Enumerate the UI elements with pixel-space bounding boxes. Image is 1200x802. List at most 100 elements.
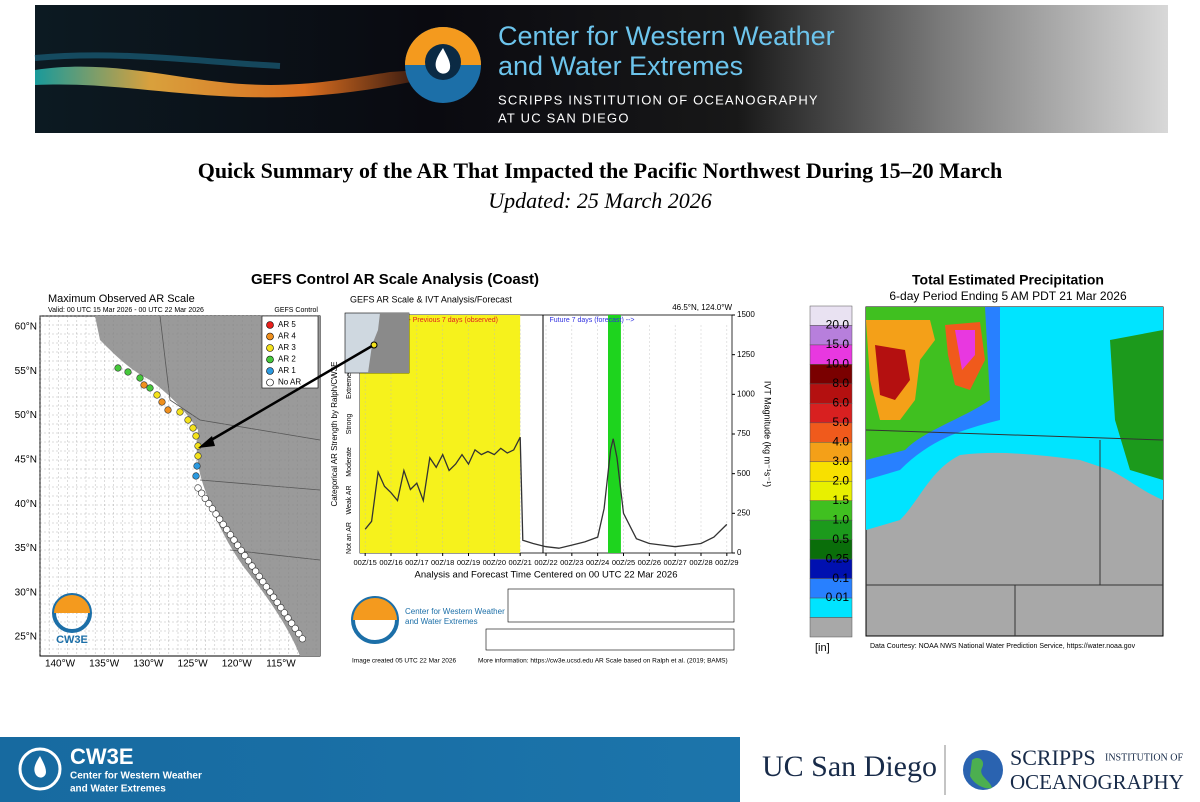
map-legend-label: No AR [278, 378, 301, 387]
ts-logo-2: and Water Extremes [405, 617, 478, 626]
coast-dot [124, 368, 132, 376]
y2-tick-label: 0 [737, 548, 742, 557]
observed-label: <-- Previous 7 days (observed) [402, 317, 498, 324]
lat-label: 45°N [15, 455, 37, 466]
coast-dot [212, 510, 220, 518]
arrow-line [205, 344, 373, 445]
coast-dot [230, 536, 238, 544]
inset-point [370, 341, 378, 349]
coast-dot [136, 374, 144, 382]
footer-scripps: SCRIPPS [1010, 745, 1096, 770]
coast-dot [291, 624, 299, 633]
banner [35, 5, 1168, 133]
coast-dot [146, 384, 154, 392]
coast-dot [255, 572, 263, 581]
banner-org-1: Center for Western Weather [498, 21, 835, 51]
ts-title: GEFS AR Scale & IVT Analysis/Forecast [350, 294, 512, 304]
map-badge: CW3E [56, 634, 88, 646]
colorbar-label: 0.1 [832, 571, 849, 585]
lon-label: 115°W [266, 659, 296, 670]
lon-label: 130°W [133, 659, 164, 670]
x-axis-label: Analysis and Forecast Time Centered on 0… [415, 570, 678, 581]
x-tick-label: 00Z/27 [663, 558, 686, 567]
map-legend-label: AR 4 [278, 332, 296, 341]
coast-dot [277, 603, 285, 612]
colorbar-unit: [in] [815, 642, 830, 654]
precip-borders [865, 429, 1164, 636]
y-category-label: Moderate [346, 447, 353, 477]
colorbar-box [809, 617, 853, 638]
x-tick-label: 00Z/18 [431, 558, 454, 567]
y-category-label: Not an AR [346, 522, 353, 554]
coast-dot [244, 557, 252, 565]
footer-globe-land [970, 757, 992, 789]
precip-title: Total Estimated Precipitation [912, 272, 1104, 288]
ts-created: Image created 05 UTC 22 Mar 2026 [352, 658, 456, 665]
map-borders [159, 315, 321, 561]
coast-dot [280, 609, 289, 617]
coast-dot [288, 619, 296, 627]
lat-label: 30°N [15, 587, 37, 598]
x-tick-label: 00Z/23 [560, 558, 583, 567]
coast-dot [176, 408, 184, 416]
coast-dot [140, 381, 148, 389]
x-tick-label: 00Z/16 [379, 558, 402, 567]
coast-dot [192, 432, 200, 440]
lon-label: 120°W [222, 659, 253, 670]
lon-label: 140°W [45, 659, 76, 670]
slide-title: Quick Summary of the AR That Impacted th… [198, 158, 1003, 183]
coast-dot [226, 531, 234, 539]
coast-dot [198, 489, 206, 497]
y-axis-label: Categorical AR Strength by Ralph/CW3E [330, 362, 339, 507]
arrow-head [198, 436, 215, 448]
coast-dot [189, 424, 197, 432]
precip-rockies [1110, 330, 1163, 480]
map-legend-swatch [266, 344, 274, 352]
coast-dot [252, 567, 260, 575]
coast-dot [192, 472, 200, 480]
y2-tick-label: 750 [737, 429, 751, 438]
coast-dot [295, 629, 303, 638]
ts-logo-top [353, 598, 397, 620]
coast-dot [193, 462, 201, 470]
control-line [364, 436, 728, 549]
coast-dot [208, 505, 216, 513]
coast-dot [114, 364, 122, 372]
map-title: Maximum Observed AR Scale [48, 293, 195, 305]
ar-panel-title: GEFS Control AR Scale Analysis (Coast) [251, 271, 539, 288]
footer-org-2: and Water Extremes [70, 784, 166, 795]
x-tick-label: 00Z/21 [508, 558, 531, 567]
precip-credit: Data Courtesy: NOAA NWS National Water P… [870, 643, 1136, 650]
y2-tick-label: 250 [737, 508, 751, 517]
footer-logo [18, 747, 62, 791]
footer-scripps-small: INSTITUTION OF [1105, 752, 1183, 763]
lat-label: 50°N [15, 410, 37, 421]
coast-dot [259, 577, 267, 586]
lon-label: 125°W [178, 659, 209, 670]
coast-dot [234, 541, 242, 549]
colorbar-label: 5.0 [832, 415, 849, 429]
map-legend-swatch [266, 332, 274, 341]
y2-tick-label: 1250 [737, 350, 755, 359]
footer-org-1: Center for Western Weather [70, 771, 202, 782]
coast-dot [216, 515, 224, 523]
footer-logo-drop [34, 756, 46, 778]
lat-label: 35°N [15, 543, 37, 554]
colorbar-label: 15.0 [826, 337, 850, 351]
map-legend-label: AR 5 [278, 320, 296, 329]
coast-dot [158, 398, 166, 406]
coast-dot [266, 588, 274, 596]
map-legend-swatch [266, 355, 274, 364]
precip-subtitle: 6-day Period Ending 5 AM PDT 21 Mar 2026 [889, 289, 1127, 303]
colorbar-label: 0.5 [832, 532, 849, 546]
x-tick-label: 00Z/26 [638, 558, 661, 567]
banner-inst-2: AT UC SAN DIEGO [498, 110, 630, 125]
y2-tick-label: 1500 [737, 310, 755, 319]
y-category-label: Extreme [346, 373, 353, 399]
slide-subtitle: Updated: 25 March 2026 [488, 188, 711, 213]
coast-dot [237, 546, 245, 555]
colorbar-label: 1.0 [832, 512, 849, 526]
forecast-ar-shade [608, 315, 621, 553]
x-tick-label: 00Z/20 [483, 558, 506, 567]
map-valid: Valid: 00 UTC 15 Mar 2026 - 00 UTC 22 Ma… [48, 307, 204, 314]
